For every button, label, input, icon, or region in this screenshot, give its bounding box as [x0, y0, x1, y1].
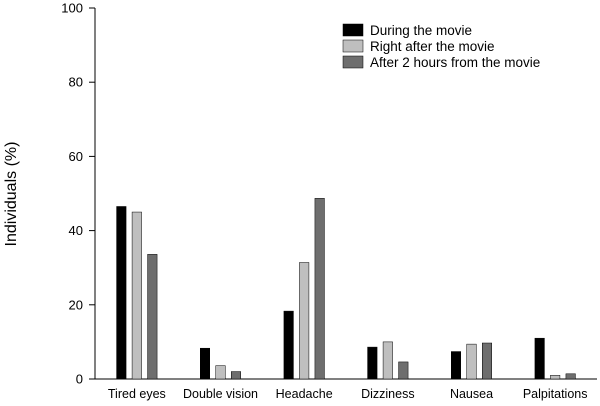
legend-label: After 2 hours from the movie — [370, 55, 540, 70]
bar-dizziness-series-2 — [382, 341, 393, 380]
y-axis-ticks: 0 20 40 60 80 100 — [61, 1, 95, 387]
bar-tired-eyes-series-1 — [116, 206, 127, 380]
x-tick-label: Dizziness — [361, 387, 415, 401]
legend-label: Right after the movie — [370, 39, 495, 54]
x-axis-tick-labels: Tired eyes Double vision Headache Dizziness… — [108, 387, 588, 401]
y-tick-label: 20 — [69, 297, 83, 312]
bar-palpitations-series-3 — [565, 373, 576, 380]
x-tick-label: Nausea — [450, 387, 493, 401]
bar-dizziness-series-3 — [398, 361, 409, 380]
bar-double-vision-series-2 — [215, 365, 226, 380]
bars — [116, 198, 576, 380]
bar-palpitations-series-1 — [534, 337, 545, 380]
x-tick-label: Headache — [276, 387, 333, 401]
bar-double-vision-series-1 — [200, 347, 210, 380]
x-tick-label: Tired eyes — [108, 387, 166, 401]
legend-swatch — [342, 39, 364, 53]
bar-double-vision-series-3 — [231, 371, 241, 380]
y-tick-label: 100 — [61, 1, 83, 16]
x-tick-label: Double vision — [183, 387, 258, 401]
y-tick-label: 40 — [69, 223, 83, 238]
legend-swatch — [342, 23, 364, 37]
bar-headache-series-2 — [299, 262, 310, 380]
y-tick-label: 60 — [69, 149, 83, 164]
y-tick-label: 0 — [76, 372, 83, 387]
plot-area — [94, 8, 597, 380]
bar-nausea-series-3 — [482, 342, 492, 380]
bar-dizziness-series-1 — [367, 346, 378, 380]
bar-tired-eyes-series-3 — [147, 254, 158, 380]
x-tick-label: Palpitations — [523, 387, 588, 401]
bar-nausea-series-1 — [451, 351, 461, 380]
bar-headache-series-1 — [283, 310, 294, 380]
legend-label: During the movie — [370, 23, 472, 38]
bar-nausea-series-2 — [466, 343, 477, 380]
bar-headache-series-3 — [314, 198, 325, 380]
bar-tired-eyes-series-2 — [131, 211, 142, 380]
y-tick-label: 80 — [69, 75, 83, 90]
y-axis-label: Individuals (%) — [3, 142, 20, 247]
legend-swatch — [342, 55, 364, 69]
bar-palpitations-series-2 — [550, 375, 561, 380]
